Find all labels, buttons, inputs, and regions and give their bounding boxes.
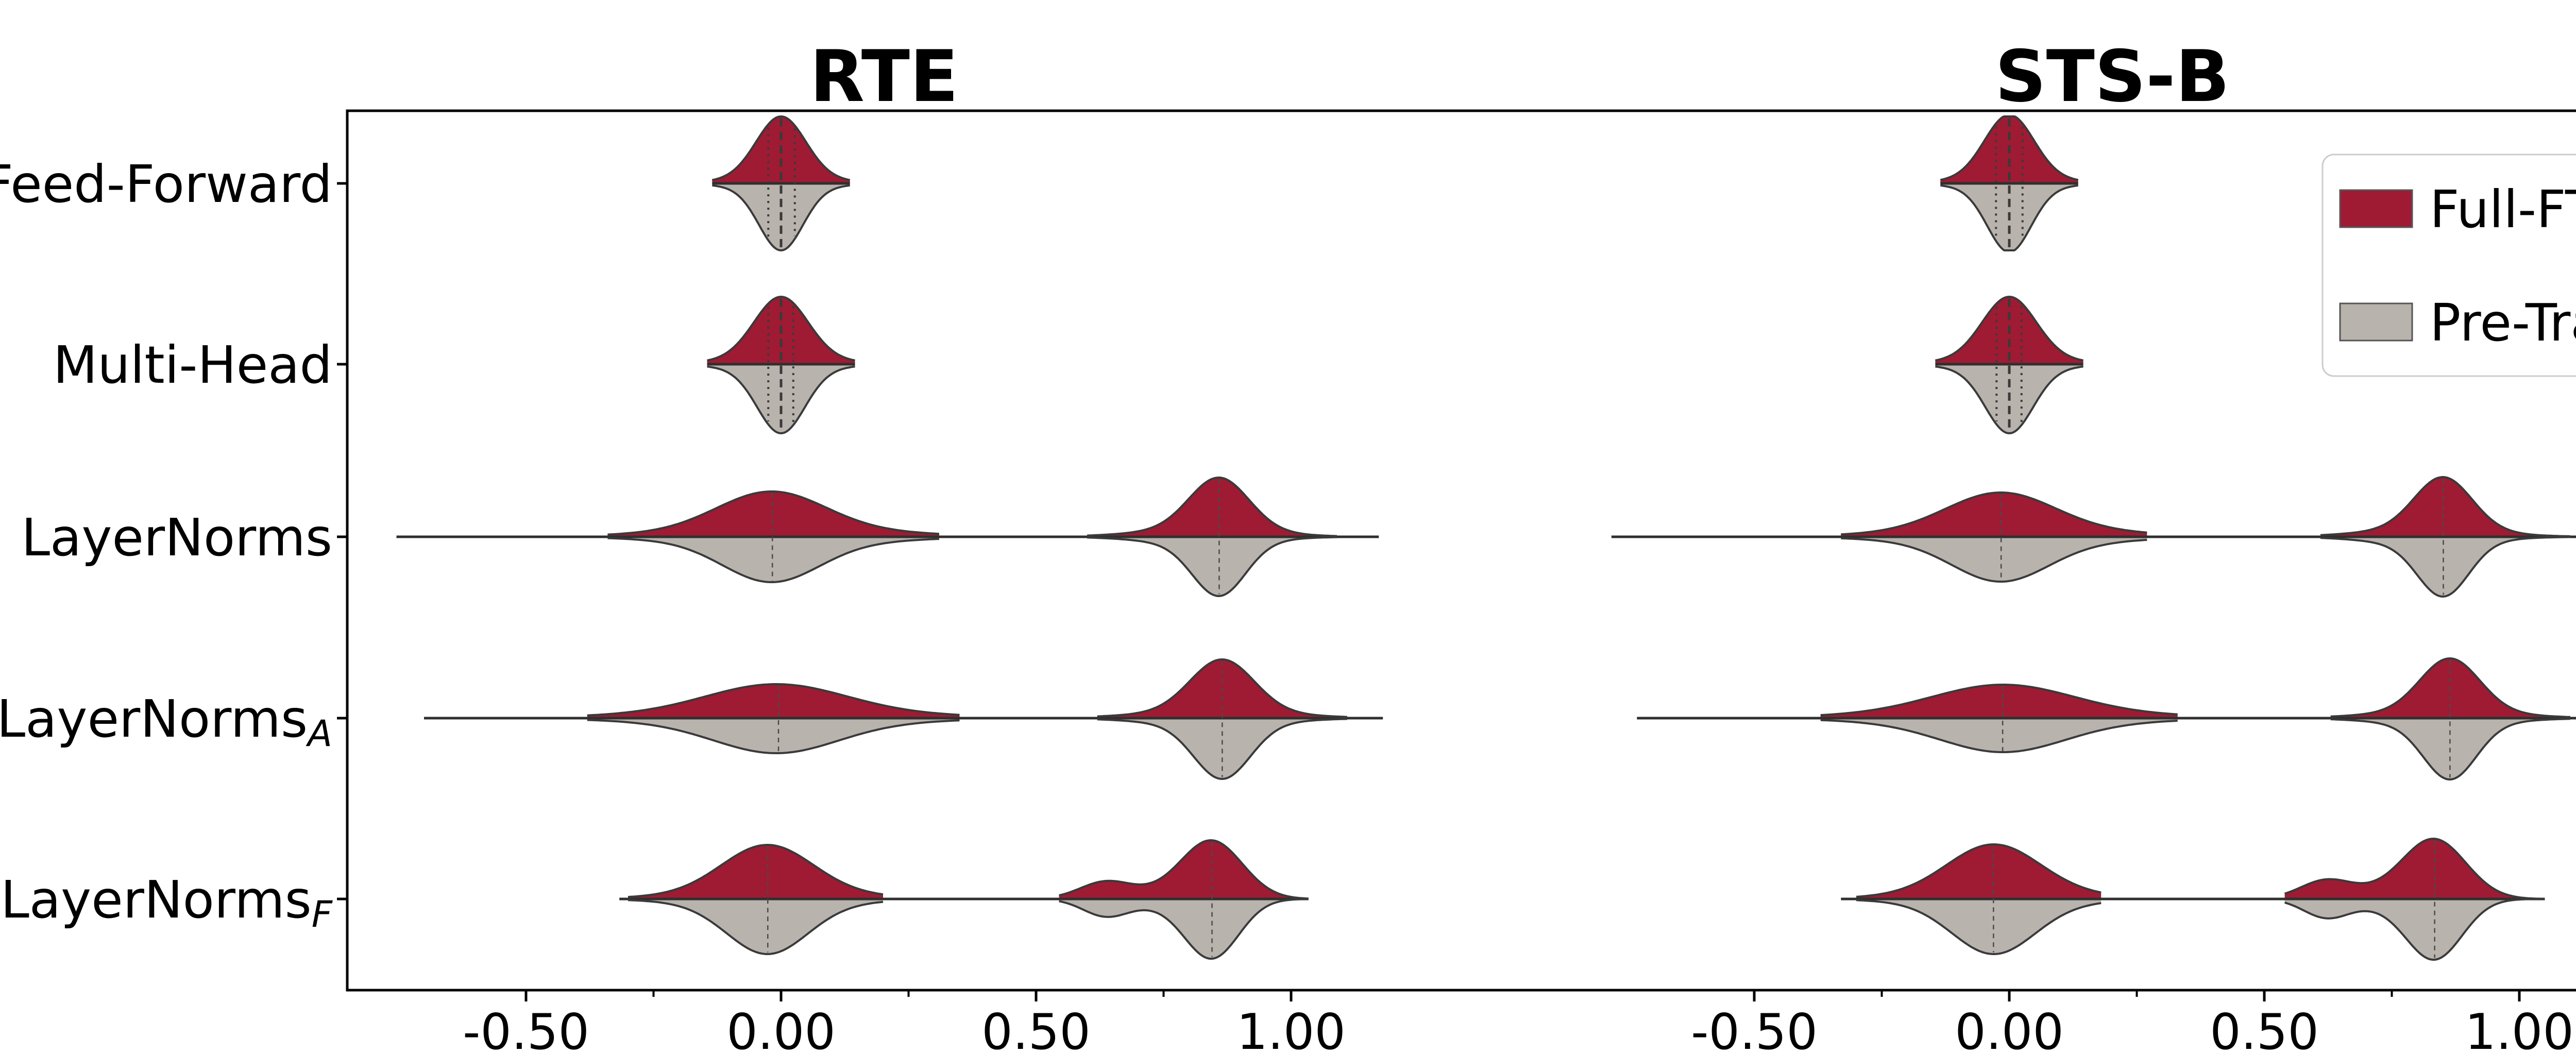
y-axis-label: Feed-Forward	[0, 154, 332, 214]
violin-outline	[1841, 491, 2147, 536]
violin-top-full-ft	[1059, 840, 1309, 899]
y-axis-label: LayerNorms	[21, 507, 332, 568]
y-axis-label: LayerNormsF	[1, 870, 333, 936]
violin-outline	[607, 537, 939, 583]
violin-outline	[1856, 899, 2102, 955]
violin-row	[711, 115, 851, 251]
violin-outline	[2330, 657, 2571, 718]
violin-row	[396, 477, 1379, 597]
violin-top-full-ft	[2320, 477, 2570, 537]
violin-top-full-ft	[1820, 685, 2178, 718]
violin-outline	[1935, 296, 2084, 362]
x-tick-label: 0.50	[981, 1004, 1091, 1053]
violin-outline	[1059, 839, 1309, 900]
violin-outline	[628, 899, 884, 955]
violin-row	[1841, 838, 2545, 961]
violin-outline	[1935, 365, 2083, 434]
y-axis-label-subscript: F	[312, 893, 333, 936]
x-tick-label: 0.50	[2210, 1004, 2319, 1053]
violin-bottom-pre-trained	[1820, 718, 2178, 752]
violin-outline	[1856, 843, 2102, 898]
violin-outline	[607, 490, 940, 536]
violin-outline	[1940, 184, 2078, 251]
x-tick-label: 0.00	[726, 1004, 836, 1053]
violin-row	[424, 658, 1383, 780]
violin-row	[1637, 657, 2576, 780]
violin-outline	[1097, 718, 1347, 780]
violin-top-full-ft	[607, 491, 939, 537]
violin-row	[619, 839, 1309, 960]
violin-outline	[707, 296, 855, 362]
violin-row	[1611, 476, 2576, 598]
violin-outline	[707, 365, 855, 434]
violin-row	[1935, 296, 2084, 434]
violin-outline	[2320, 476, 2571, 537]
violin-outline	[711, 115, 851, 181]
panel-title: RTE	[810, 35, 958, 118]
violin-top-full-ft	[1856, 844, 2102, 899]
panel-title: STS-B	[1995, 35, 2229, 118]
violin-outline	[2320, 536, 2570, 598]
violin-row	[1940, 115, 2079, 251]
x-tick-label: 0.00	[1955, 1004, 2064, 1053]
panel-rte	[396, 115, 1383, 960]
y-axis-label: LayerNormsA	[0, 689, 332, 755]
violin-top-full-ft	[587, 684, 960, 718]
violin-bottom-pre-trained	[1841, 537, 2147, 582]
violin-outline	[628, 844, 884, 898]
x-tick-label: 1.00	[1236, 1004, 1346, 1053]
violin-bottom-pre-trained	[1097, 718, 1347, 779]
x-tick-label: 1.00	[2465, 1004, 2574, 1053]
legend: Full-FT Pre-Trained	[2321, 154, 2576, 377]
violin-bottom-pre-trained	[1087, 537, 1337, 596]
violin-outline	[2284, 898, 2545, 961]
violin-bottom-pre-trained	[2320, 537, 2570, 597]
violin-top-full-ft	[1841, 492, 2147, 537]
violin-outline	[1097, 658, 1347, 718]
violin-bottom-pre-trained	[1856, 899, 2102, 954]
violin-outline	[2330, 718, 2571, 780]
violin-row	[707, 296, 855, 434]
violin-outline	[2284, 838, 2545, 900]
violin-top-full-ft	[628, 845, 883, 899]
violin-top-full-ft	[2284, 839, 2545, 899]
violin-outline	[1820, 719, 2178, 753]
violin-outline	[1841, 537, 2147, 583]
violin-outline	[1820, 684, 2178, 717]
legend-label: Full-FT	[2430, 179, 2576, 240]
violin-top-full-ft	[1087, 478, 1337, 537]
y-axis-label: Multi-Head	[53, 335, 332, 395]
violin-outline	[587, 719, 960, 754]
violin-outline	[1087, 536, 1337, 597]
violin-outline	[712, 184, 850, 251]
violin-outline	[587, 683, 960, 717]
violin-outline	[1059, 898, 1309, 960]
legend-swatch-pre-trained	[2339, 302, 2413, 342]
x-tick-label: -0.50	[1691, 1004, 1818, 1053]
violin-outline	[1087, 477, 1337, 537]
x-tick-label: -0.50	[463, 1004, 589, 1053]
violin-bottom-pre-trained	[607, 537, 939, 582]
legend-swatch-full-ft	[2339, 189, 2413, 228]
violin-bottom-pre-trained	[587, 718, 960, 753]
axes-frame	[346, 109, 2576, 992]
y-axis-label-subscript: A	[306, 712, 332, 755]
panel-sts-b	[1611, 115, 2576, 961]
legend-label: Pre-Trained	[2430, 293, 2576, 353]
violin-bottom-pre-trained	[628, 899, 883, 954]
violin-outline	[1940, 115, 2079, 181]
